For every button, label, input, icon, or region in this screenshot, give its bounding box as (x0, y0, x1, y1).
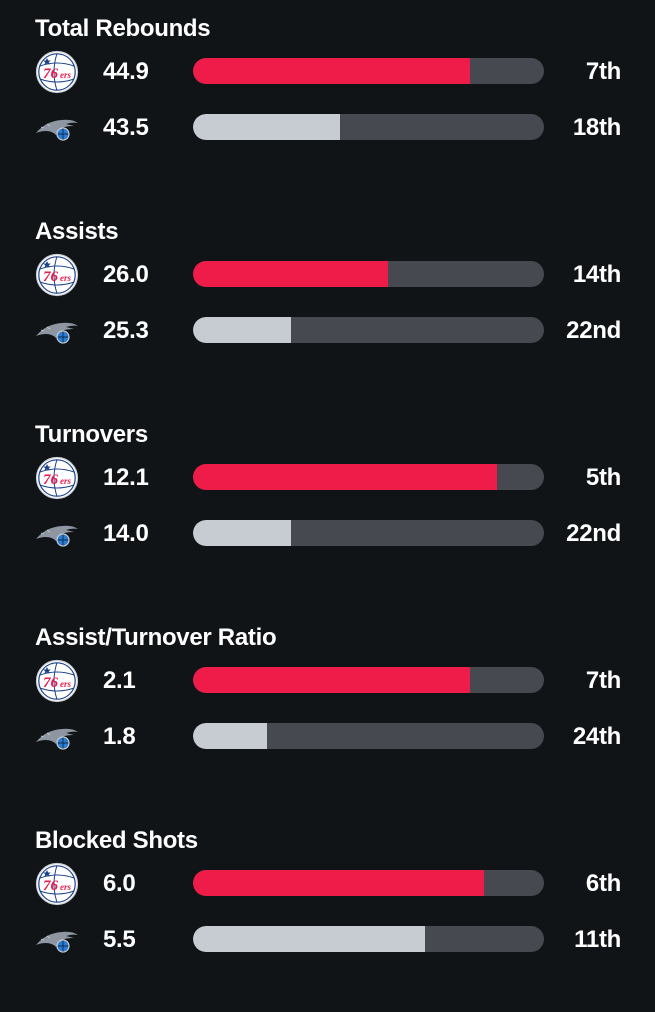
sixers-logo-icon: 76 ers (34, 862, 80, 906)
away-stat-bar-fill (193, 317, 292, 343)
stat-title: Turnovers (35, 421, 148, 448)
home-stat-bar-fill (193, 667, 471, 693)
home-league-rank: 7th (585, 667, 621, 694)
away-stat-bar (193, 926, 544, 952)
home-stat-bar (193, 667, 544, 693)
svg-text:ers: ers (60, 273, 71, 283)
svg-text:76: 76 (43, 675, 59, 691)
svg-text:76: 76 (43, 269, 59, 285)
home-stat-value: 12.1 (103, 464, 149, 491)
away-team-row: 14.0 22nd (0, 514, 655, 554)
stat-section: Assists 76 ers 26.0 14th 25.3 22nd (0, 203, 655, 403)
home-stat-value: 44.9 (103, 58, 149, 85)
magic-logo-icon (34, 108, 80, 148)
svg-text:76: 76 (43, 472, 59, 488)
home-stat-bar (193, 58, 544, 84)
away-stat-bar (193, 723, 544, 749)
away-league-rank: 11th (574, 926, 621, 953)
magic-logo-icon (34, 311, 80, 351)
away-league-rank: 24th (572, 723, 621, 750)
away-stat-value: 1.8 (103, 723, 136, 750)
away-stat-bar (193, 317, 544, 343)
away-team-row: 1.8 24th (0, 717, 655, 757)
sixers-logo-icon: 76 ers (34, 50, 80, 94)
stat-title: Blocked Shots (35, 827, 198, 854)
away-stat-bar-fill (193, 723, 267, 749)
svg-text:ers: ers (60, 679, 71, 689)
away-stat-bar-fill (193, 926, 425, 952)
home-team-row: 76 ers 12.1 5th (0, 456, 655, 500)
home-stat-bar (193, 870, 544, 896)
away-league-rank: 22nd (566, 317, 621, 344)
home-league-rank: 14th (572, 261, 621, 288)
away-league-rank: 22nd (566, 520, 621, 547)
home-team-row: 76 ers 44.9 7th (0, 50, 655, 94)
home-stat-bar-fill (193, 58, 471, 84)
magic-logo-icon (34, 920, 80, 960)
svg-text:ers: ers (60, 70, 71, 80)
away-stat-value: 25.3 (103, 317, 149, 344)
magic-logo-icon (34, 717, 80, 757)
away-team-row: 5.5 11th (0, 920, 655, 960)
stat-title: Assists (35, 218, 119, 245)
home-league-rank: 7th (585, 58, 621, 85)
away-stat-bar-fill (193, 114, 341, 140)
away-team-row: 43.5 18th (0, 108, 655, 148)
home-league-rank: 5th (585, 464, 621, 491)
away-stat-bar-fill (193, 520, 292, 546)
svg-text:76: 76 (43, 878, 59, 894)
sixers-logo-icon: 76 ers (34, 456, 80, 500)
away-team-row: 25.3 22nd (0, 311, 655, 351)
away-stat-value: 14.0 (103, 520, 149, 547)
home-stat-bar-fill (193, 464, 497, 490)
away-league-rank: 18th (572, 114, 621, 141)
away-stat-bar (193, 520, 544, 546)
home-stat-bar (193, 261, 544, 287)
svg-text:76: 76 (43, 66, 59, 82)
home-stat-bar-fill (193, 870, 485, 896)
home-team-row: 76 ers 26.0 14th (0, 253, 655, 297)
away-stat-bar (193, 114, 544, 140)
home-stat-bar-fill (193, 261, 388, 287)
stat-section: Blocked Shots 76 ers 6.0 6th 5.5 11th (0, 812, 655, 1012)
stat-section: Total Rebounds 76 ers 44.9 7th 43.5 18th (0, 0, 655, 200)
away-stat-value: 43.5 (103, 114, 149, 141)
magic-logo-icon (34, 514, 80, 554)
sixers-logo-icon: 76 ers (34, 253, 80, 297)
home-league-rank: 6th (585, 870, 621, 897)
stat-section: Assist/Turnover Ratio 76 ers 2.1 7th 1.8 2… (0, 609, 655, 809)
home-stat-bar (193, 464, 544, 490)
home-team-row: 76 ers 2.1 7th (0, 659, 655, 703)
sixers-logo-icon: 76 ers (34, 659, 80, 703)
stat-section: Turnovers 76 ers 12.1 5th 14.0 22nd (0, 406, 655, 606)
home-team-row: 76 ers 6.0 6th (0, 862, 655, 906)
svg-text:ers: ers (60, 882, 71, 892)
stat-title: Total Rebounds (35, 15, 211, 42)
home-stat-value: 6.0 (103, 870, 136, 897)
home-stat-value: 26.0 (103, 261, 149, 288)
home-stat-value: 2.1 (103, 667, 136, 694)
away-stat-value: 5.5 (103, 926, 136, 953)
svg-text:ers: ers (60, 476, 71, 486)
stat-title: Assist/Turnover Ratio (35, 624, 277, 651)
